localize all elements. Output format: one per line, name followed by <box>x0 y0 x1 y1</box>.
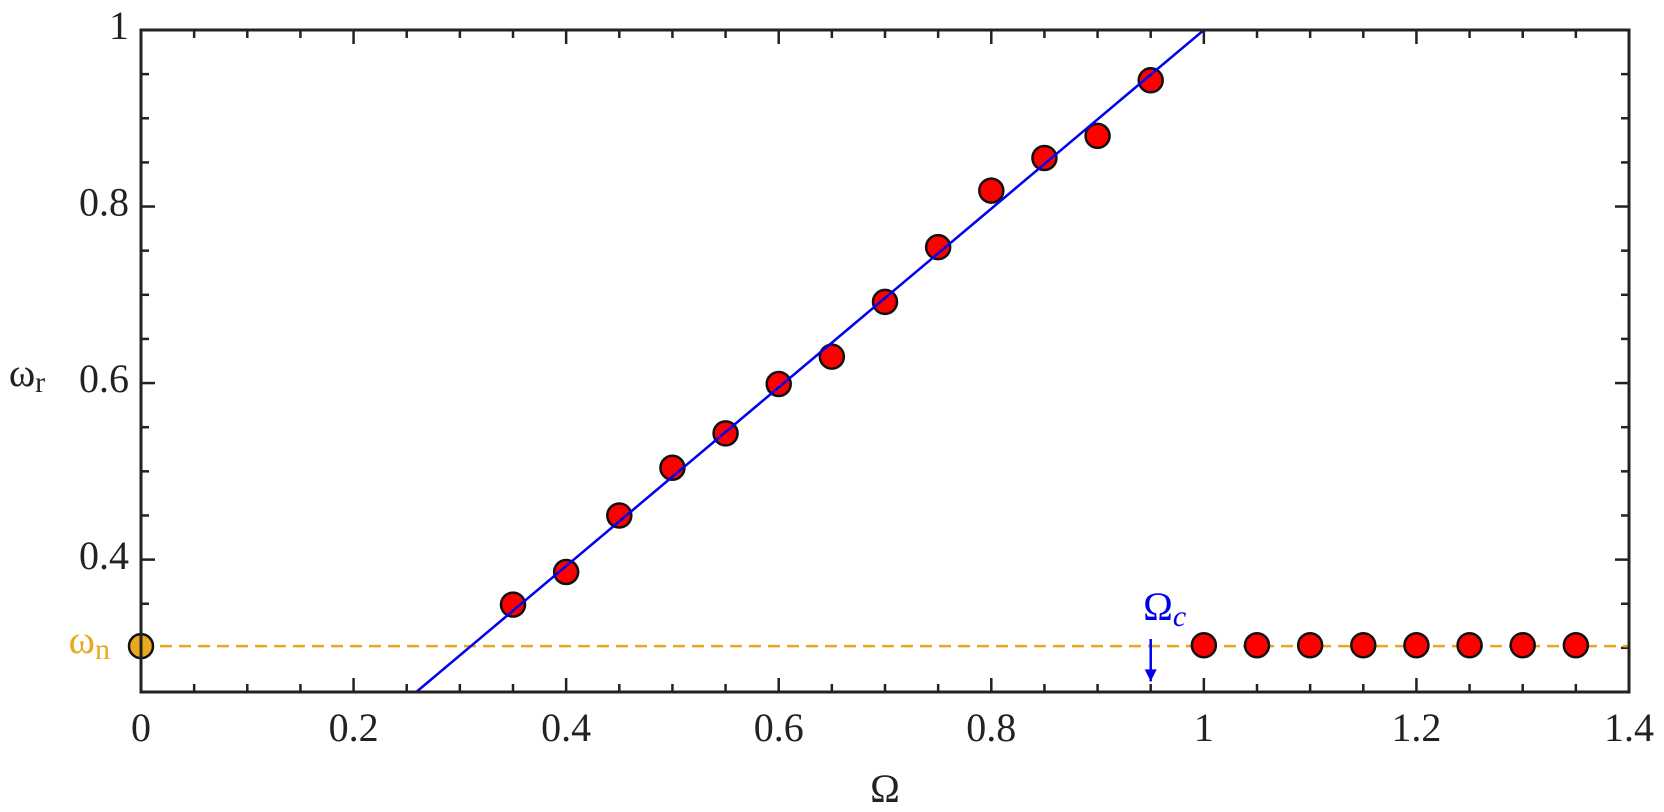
symbol: Ω <box>1143 584 1173 629</box>
point <box>871 288 899 316</box>
x-tick-label: 1 <box>1194 705 1214 750</box>
symbol: ω <box>69 617 95 662</box>
point <box>978 177 1005 204</box>
point <box>1031 144 1058 172</box>
fit-line <box>415 30 1205 692</box>
x-tick-label: 1.4 <box>1604 705 1654 750</box>
plot-frame <box>139 28 1631 694</box>
point <box>1509 631 1536 659</box>
critical-label: Ωc <box>1143 584 1186 633</box>
x-tick-label: 0.4 <box>541 705 591 750</box>
point <box>1456 631 1483 659</box>
point <box>1243 631 1271 659</box>
point <box>499 591 527 618</box>
point <box>606 502 633 529</box>
point <box>924 233 952 261</box>
point <box>1137 67 1164 94</box>
y-tick-label: 1 <box>109 3 129 48</box>
point <box>1296 631 1324 659</box>
subscript: n <box>95 633 110 666</box>
point <box>1403 631 1430 659</box>
point <box>1084 122 1111 150</box>
point <box>818 343 846 370</box>
y-tick-label: 0.6 <box>79 356 129 401</box>
x-tick-label: 0.6 <box>754 705 804 750</box>
x-tick-label: 0.8 <box>966 705 1016 750</box>
point <box>552 558 580 586</box>
point <box>1350 631 1377 659</box>
x-tick-label: 0.2 <box>329 705 379 750</box>
critical-arrowhead <box>1144 669 1157 682</box>
x-axis-label: Ω <box>870 766 900 811</box>
y-axis-label: ωr <box>9 350 45 399</box>
x-tick-label: 0 <box>131 705 151 750</box>
y-tick-label: 0.8 <box>79 180 129 225</box>
point <box>1562 631 1590 659</box>
natural-frequency-label: ωn <box>69 617 110 666</box>
point <box>1190 631 1218 659</box>
y-tick-label: 0.4 <box>79 533 129 578</box>
point <box>765 370 792 398</box>
x-tick-label: 1.2 <box>1391 705 1441 750</box>
subscript: c <box>1173 600 1186 633</box>
